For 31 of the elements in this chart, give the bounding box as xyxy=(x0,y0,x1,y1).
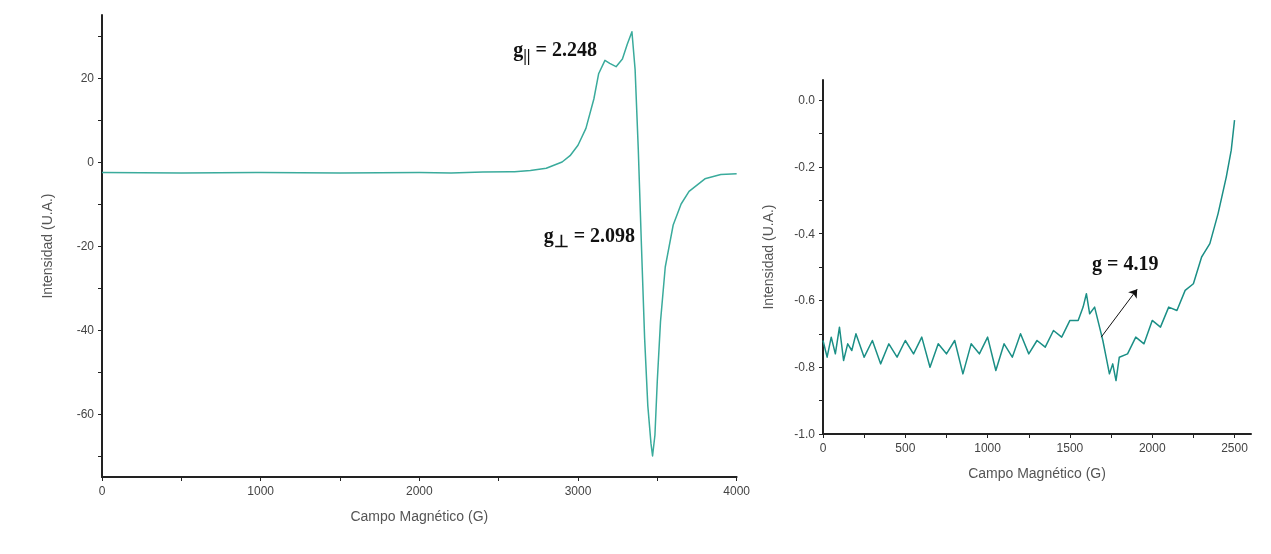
y-axis-title: Intensidad (U.A.) xyxy=(760,204,776,310)
x-tick-label: 2000 xyxy=(405,484,433,498)
x-tick-label: 4000 xyxy=(723,484,751,498)
x-tick-label: 0 xyxy=(819,441,827,455)
x-axis-title: Campo Magnético (G) xyxy=(968,465,1106,481)
x-tick-label: 2000 xyxy=(1138,441,1166,455)
x-axis-title: Campo Magnético (G) xyxy=(350,508,489,524)
x-tick-label: 1000 xyxy=(974,441,1002,455)
line-series xyxy=(822,119,1236,382)
y-tick-label: 20 xyxy=(80,71,95,85)
x-tick-label: 3000 xyxy=(564,484,592,498)
y-tick-label: -0.6 xyxy=(794,293,816,308)
y-axis-title: Intensidad (U.A.) xyxy=(39,193,55,299)
x-tick-label: 1500 xyxy=(1056,441,1084,455)
y-tick-label: -0.2 xyxy=(794,159,816,174)
y-tick-label: 0 xyxy=(87,155,95,169)
line-series xyxy=(101,31,738,457)
x-tick-label: 500 xyxy=(895,441,916,455)
y-tick-label: -20 xyxy=(76,239,95,253)
annotation: g = 4.19 xyxy=(1091,252,1159,275)
y-tick-label: -60 xyxy=(76,407,95,421)
x-tick-label: 1000 xyxy=(247,484,275,498)
annotation: g$_{⊥}$ = 2.098 xyxy=(543,224,636,252)
annotation: g$_{||}$ = 2.248 xyxy=(513,38,597,66)
y-tick-label: -0.4 xyxy=(794,226,816,241)
y-tick-label: -0.8 xyxy=(794,360,816,375)
x-tick-label: 0 xyxy=(98,484,106,498)
x-tick-label: 2500 xyxy=(1221,441,1249,455)
y-tick-label: -40 xyxy=(76,323,95,337)
y-tick-label: -1.0 xyxy=(794,427,816,441)
y-tick-label: 0.0 xyxy=(798,93,816,108)
